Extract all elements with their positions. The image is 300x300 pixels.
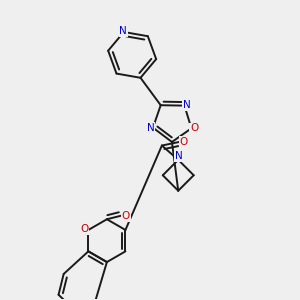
Text: N: N bbox=[175, 151, 182, 161]
Text: O: O bbox=[122, 211, 130, 221]
Text: N: N bbox=[119, 26, 127, 36]
Text: O: O bbox=[190, 123, 199, 133]
Text: N: N bbox=[183, 100, 191, 110]
Text: O: O bbox=[80, 224, 88, 234]
Text: N: N bbox=[147, 123, 154, 133]
Text: O: O bbox=[180, 137, 188, 147]
